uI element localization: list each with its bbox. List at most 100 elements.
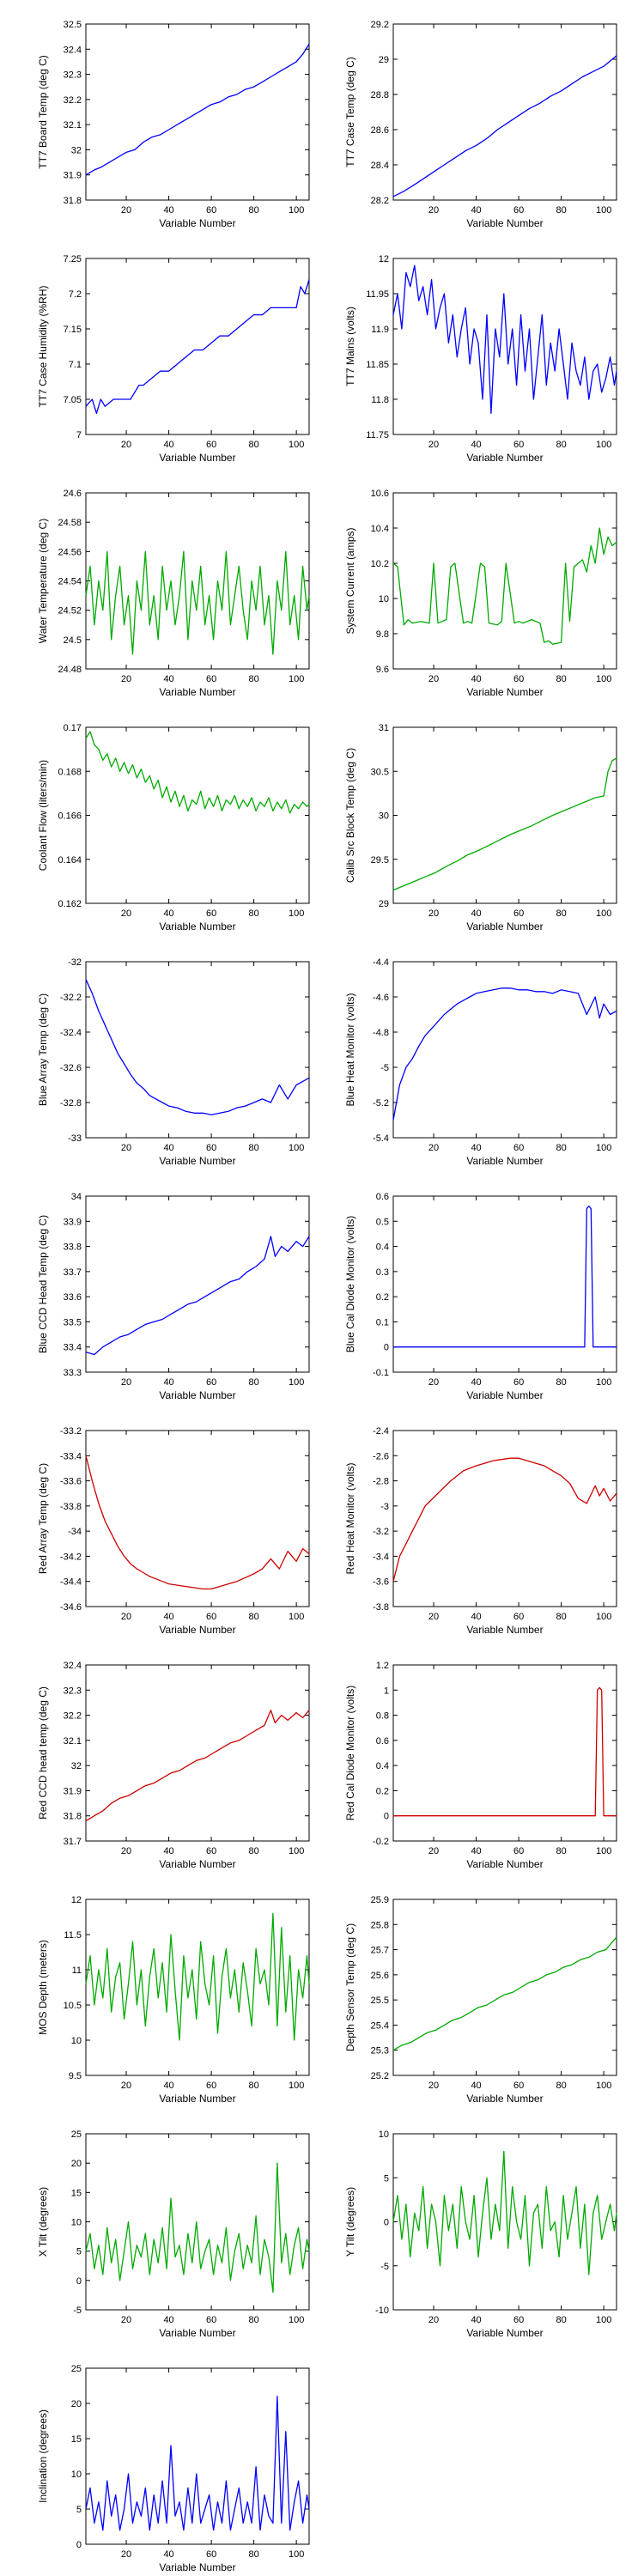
y-tick-label: 7.05 — [64, 395, 82, 405]
y-tick-label: -5 — [380, 2262, 389, 2272]
y-tick-label: 10.6 — [371, 489, 389, 499]
y-tick-label: 32 — [71, 145, 82, 155]
x-tick-label: 80 — [556, 1377, 566, 1388]
x-tick-label: 100 — [289, 205, 304, 216]
y-tick-label: -3.4 — [373, 1552, 389, 1562]
y-axis-label: Depth Sensor Temp (deg C) — [344, 1923, 356, 2051]
y-tick-label: 0.6 — [376, 1736, 389, 1747]
chart-panel-14: 20 40 60 80 100 -3.8 -3.6 -3.4 -3.2 -3 -2.8 -2.6 -2.… — [344, 1426, 617, 1636]
x-tick-label: 80 — [556, 1846, 566, 1856]
x-tick-label: 20 — [428, 2081, 439, 2091]
x-tick-label: 40 — [163, 674, 173, 684]
series-line — [392, 1936, 617, 2051]
y-tick-label: 10.2 — [371, 559, 389, 569]
y-axis-label: TT7 Mains (volts) — [344, 307, 356, 386]
x-tick-label: 20 — [121, 1377, 131, 1388]
x-tick-label: 20 — [121, 1846, 131, 1856]
x-tick-label: 40 — [163, 1377, 173, 1388]
y-tick-label: 0.6 — [376, 1192, 389, 1202]
y-axis-label: Water Temperature (deg C) — [37, 519, 49, 643]
plot-frame — [85, 1664, 310, 1842]
x-tick-label: 60 — [513, 1846, 524, 1856]
x-tick-label: 20 — [121, 2549, 131, 2560]
y-tick-label: 28.6 — [371, 125, 389, 136]
x-tick-label: 20 — [121, 908, 131, 919]
series-line — [85, 1455, 310, 1590]
x-tick-label: 20 — [428, 205, 439, 216]
x-tick-label: 100 — [596, 2081, 611, 2091]
y-tick-label: 15 — [71, 2434, 82, 2445]
x-tick-label: 80 — [248, 908, 258, 919]
x-tick-label: 60 — [513, 2081, 524, 2091]
series-line — [392, 55, 617, 197]
y-tick-label: 11.75 — [366, 430, 389, 440]
plot-frame — [392, 1195, 617, 1373]
y-tick-label: -4.8 — [373, 1028, 389, 1038]
y-tick-label: 9.8 — [376, 629, 389, 640]
plot-frame — [392, 1430, 617, 1607]
y-tick-label: 34 — [71, 1192, 82, 1202]
y-tick-label: 7.15 — [64, 325, 82, 335]
y-tick-label: -4.6 — [373, 993, 389, 1003]
y-tick-label: -33.2 — [60, 1426, 82, 1437]
y-tick-label: 0 — [384, 2218, 389, 2228]
y-tick-label: 33.9 — [64, 1217, 82, 1227]
y-tick-label: 20 — [71, 2399, 82, 2409]
chart-panel-12: 20 40 60 80 100 -0.1 0 0.1 0.2 0.3 0.4 0.5 0.6 Variab… — [344, 1192, 617, 1401]
y-tick-label: -5 — [380, 1063, 389, 1073]
x-tick-label: 100 — [289, 908, 304, 919]
x-tick-label: 100 — [289, 1143, 304, 1153]
y-tick-label: 0 — [384, 1812, 389, 1822]
chart-panel-11: 20 40 60 80 100 33.3 33.4 33.5 33.6 33.7 33.8 33.9 3… — [37, 1192, 310, 1401]
y-tick-label: 32 — [71, 1761, 82, 1771]
x-tick-label: 20 — [121, 205, 131, 216]
x-tick-label: 40 — [471, 2081, 481, 2091]
x-tick-label: 100 — [596, 674, 611, 684]
y-tick-label: 33.4 — [64, 1343, 82, 1353]
chart-panel-4: 20 40 60 80 100 11.75 11.8 11.85 11.9 11.95 12 Vari… — [344, 254, 617, 464]
x-tick-label: 60 — [206, 674, 216, 684]
plot-frame — [392, 961, 617, 1139]
x-axis-label: Variable Number — [159, 686, 235, 698]
y-tick-label: 0.168 — [58, 767, 82, 777]
series-line — [85, 279, 310, 415]
chart-panel-18: 20 40 60 80 100 25.2 25.3 25.4 25.5 25.6 25.7 25.8 2… — [344, 1895, 617, 2105]
x-tick-label: 40 — [163, 1846, 173, 1856]
y-tick-label: 10 — [71, 2218, 82, 2228]
x-tick-label: 40 — [471, 1612, 481, 1622]
y-tick-label: -34 — [68, 1527, 82, 1537]
y-tick-label: 12 — [71, 1895, 82, 1905]
x-tick-label: 40 — [471, 440, 481, 450]
y-tick-label: 24.52 — [58, 606, 82, 617]
x-tick-label: 20 — [428, 1377, 439, 1388]
y-tick-label: 15 — [71, 2188, 82, 2198]
x-axis-label: Variable Number — [466, 2327, 543, 2339]
y-tick-label: 25.5 — [371, 1996, 389, 2006]
x-axis-label: Variable Number — [159, 920, 235, 933]
plot-frame — [392, 23, 617, 201]
y-tick-label: 7 — [76, 430, 82, 440]
y-tick-label: 25.8 — [371, 1920, 389, 1930]
y-tick-label: -2.8 — [373, 1477, 389, 1487]
x-tick-label: 80 — [248, 674, 258, 684]
x-tick-label: 60 — [513, 1143, 524, 1153]
y-tick-label: 11.85 — [366, 360, 389, 370]
chart-panel-6: 20 40 60 80 100 9.6 9.8 10 10.2 10.4 10.6 Variable … — [344, 489, 617, 698]
series-line — [392, 1457, 617, 1582]
plot-frame — [85, 726, 310, 904]
y-axis-label: Y Tilt (degrees) — [344, 2187, 356, 2257]
y-tick-label: 30 — [379, 811, 389, 822]
x-tick-label: 80 — [556, 1143, 566, 1153]
y-tick-label: 5 — [76, 2247, 82, 2257]
y-tick-label: 0 — [76, 2276, 82, 2287]
x-tick-label: 100 — [596, 1143, 611, 1153]
x-tick-label: 80 — [248, 2315, 258, 2325]
y-axis-label: TT7 Case Temp (deg C) — [344, 57, 356, 167]
x-axis-label: Variable Number — [466, 1389, 543, 1401]
y-tick-label: 24.5 — [64, 635, 82, 646]
y-tick-label: 11.5 — [64, 1930, 82, 1941]
series-line — [85, 979, 310, 1115]
x-tick-label: 80 — [248, 2081, 258, 2091]
series-line — [393, 1686, 617, 1817]
